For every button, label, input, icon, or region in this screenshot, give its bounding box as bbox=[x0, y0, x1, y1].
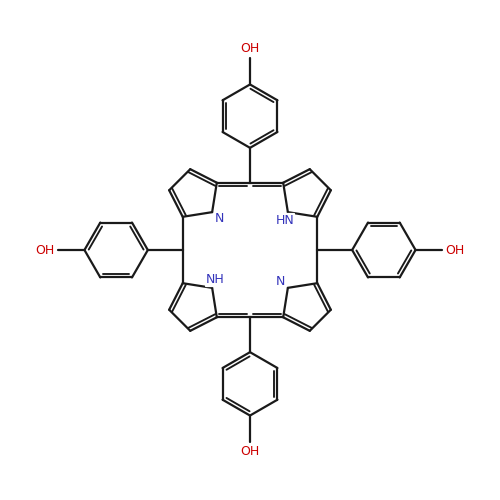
Text: OH: OH bbox=[36, 244, 54, 256]
Text: HN: HN bbox=[276, 214, 294, 227]
Text: N: N bbox=[215, 212, 224, 225]
Text: OH: OH bbox=[446, 244, 464, 256]
Text: OH: OH bbox=[240, 446, 260, 458]
Text: N: N bbox=[276, 275, 285, 288]
Text: OH: OH bbox=[240, 42, 260, 54]
Text: NH: NH bbox=[206, 273, 225, 286]
